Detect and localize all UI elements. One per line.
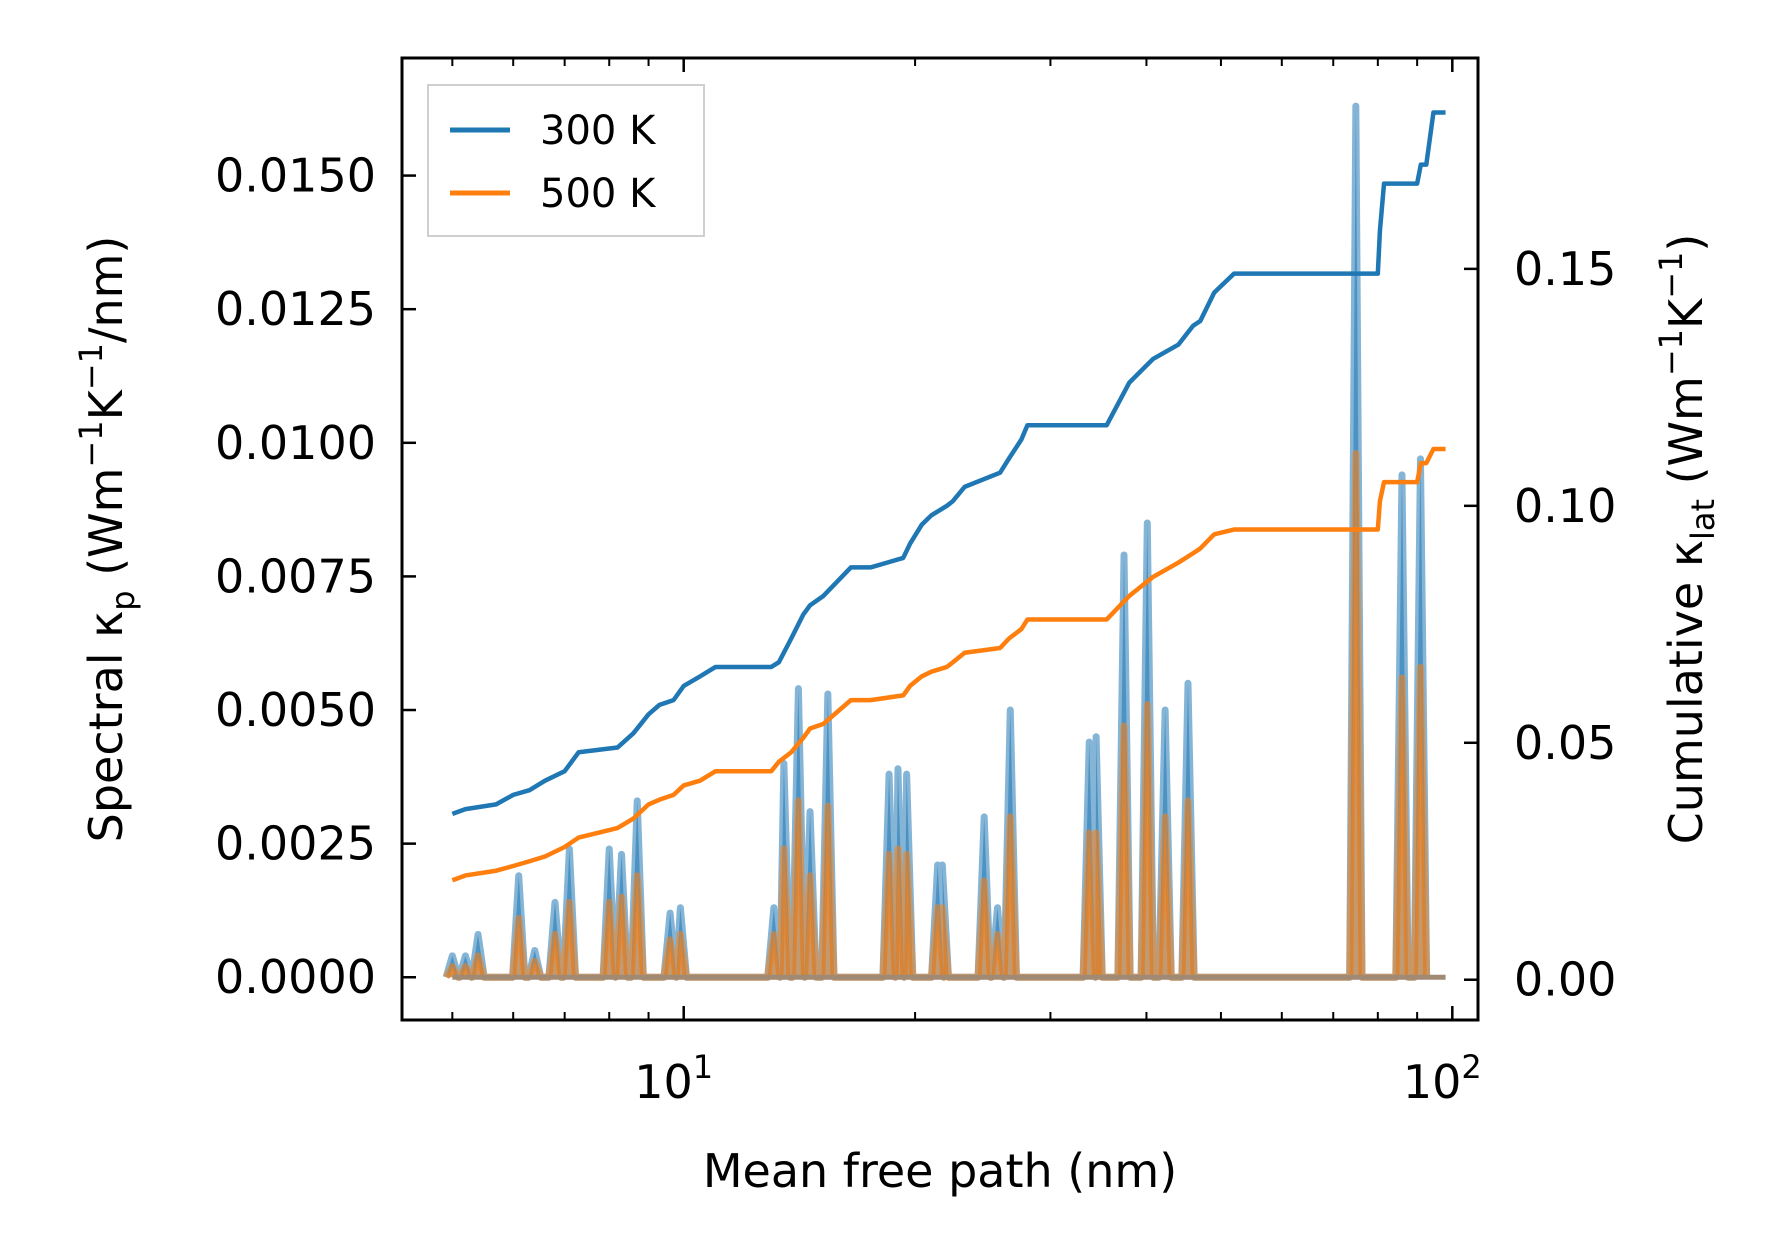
axes: 0.0000 0.0025 0.0050 0.0075 0.0100 0.0125 0.01… [72, 56, 1722, 1198]
right-tick-label-1: 0.05 [1514, 716, 1616, 770]
cumulative-line-500 [451, 446, 1446, 883]
legend-box [427, 84, 705, 237]
legend: 300 K 500 K [427, 84, 705, 237]
left-tick-label-5: 0.0125 [215, 282, 376, 336]
x-axis-title: Mean free path (nm) [703, 1144, 1177, 1198]
legend-label-0: 300 K [540, 108, 657, 154]
y-axis-title-right: Cumulative κlat (Wm−1K−1) [1652, 234, 1722, 845]
left-tick-label-0: 0.0000 [215, 950, 376, 1004]
left-tick-label-3: 0.0075 [215, 549, 376, 603]
left-tick-label-4: 0.0100 [215, 416, 376, 470]
x-tick-label-0: 101 [634, 1048, 713, 1109]
plot-area [442, 102, 1446, 981]
plot-frame [400, 56, 1480, 1022]
y-axis-title-left: Spectral κp (Wm−1K−1/nm) [72, 236, 142, 843]
legend-label-1: 500 K [540, 171, 657, 217]
right-tick-label-3: 0.15 [1514, 242, 1616, 296]
left-tick-label-6: 0.0150 [215, 149, 376, 203]
right-tick-label-2: 0.10 [1514, 479, 1616, 533]
cumulative-line-300 [451, 110, 1446, 816]
left-tick-label-1: 0.0025 [215, 817, 376, 871]
left-tick-label-2: 0.0050 [215, 683, 376, 737]
x-tick-label-1: 102 [1403, 1048, 1482, 1109]
right-tick-label-0: 0.00 [1514, 953, 1616, 1007]
